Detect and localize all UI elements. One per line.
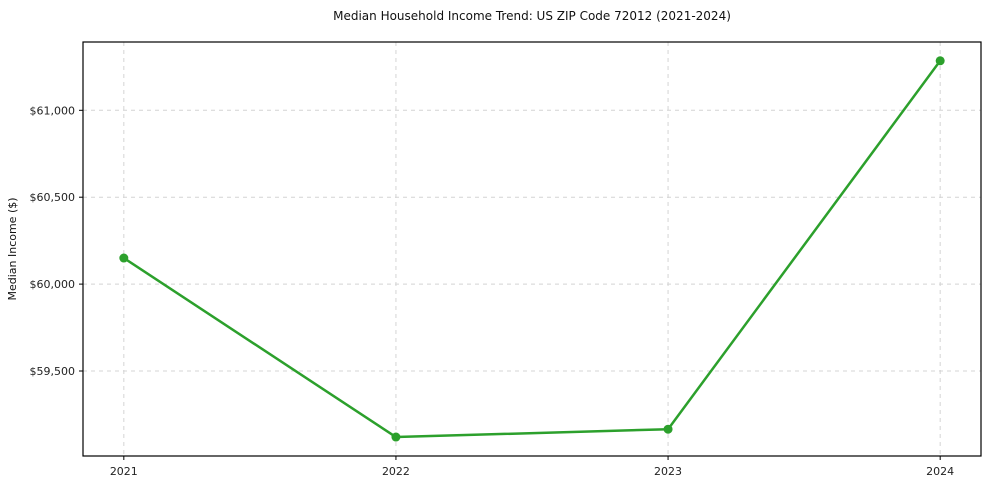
- x-tick-label: 2021: [110, 465, 138, 478]
- plot-border: [82, 41, 982, 457]
- y-tick-label: $59,500: [30, 365, 76, 378]
- chart-title: Median Household Income Trend: US ZIP Co…: [333, 9, 731, 23]
- trend-line: [122, 59, 942, 439]
- data-point-marker: [663, 424, 673, 434]
- axes-layer: $59,500 $60,000 $60,500 $61,000 2021 2022 2023…: [30, 41, 982, 478]
- data-point-marker: [391, 432, 401, 442]
- y-tick-label: $60,000: [30, 278, 76, 291]
- y-tick-label: $60,500: [30, 191, 76, 204]
- y-axis-label: Median Income ($): [6, 197, 19, 300]
- x-tick-label: 2023: [654, 465, 682, 478]
- data-layer: [119, 56, 945, 442]
- data-point-marker: [119, 253, 129, 263]
- data-point-marker: [935, 56, 945, 66]
- x-tick-label: 2022: [382, 465, 410, 478]
- x-tick-label: 2024: [926, 465, 954, 478]
- y-tick-label: $61,000: [30, 104, 76, 117]
- grid-layer: [83, 42, 981, 456]
